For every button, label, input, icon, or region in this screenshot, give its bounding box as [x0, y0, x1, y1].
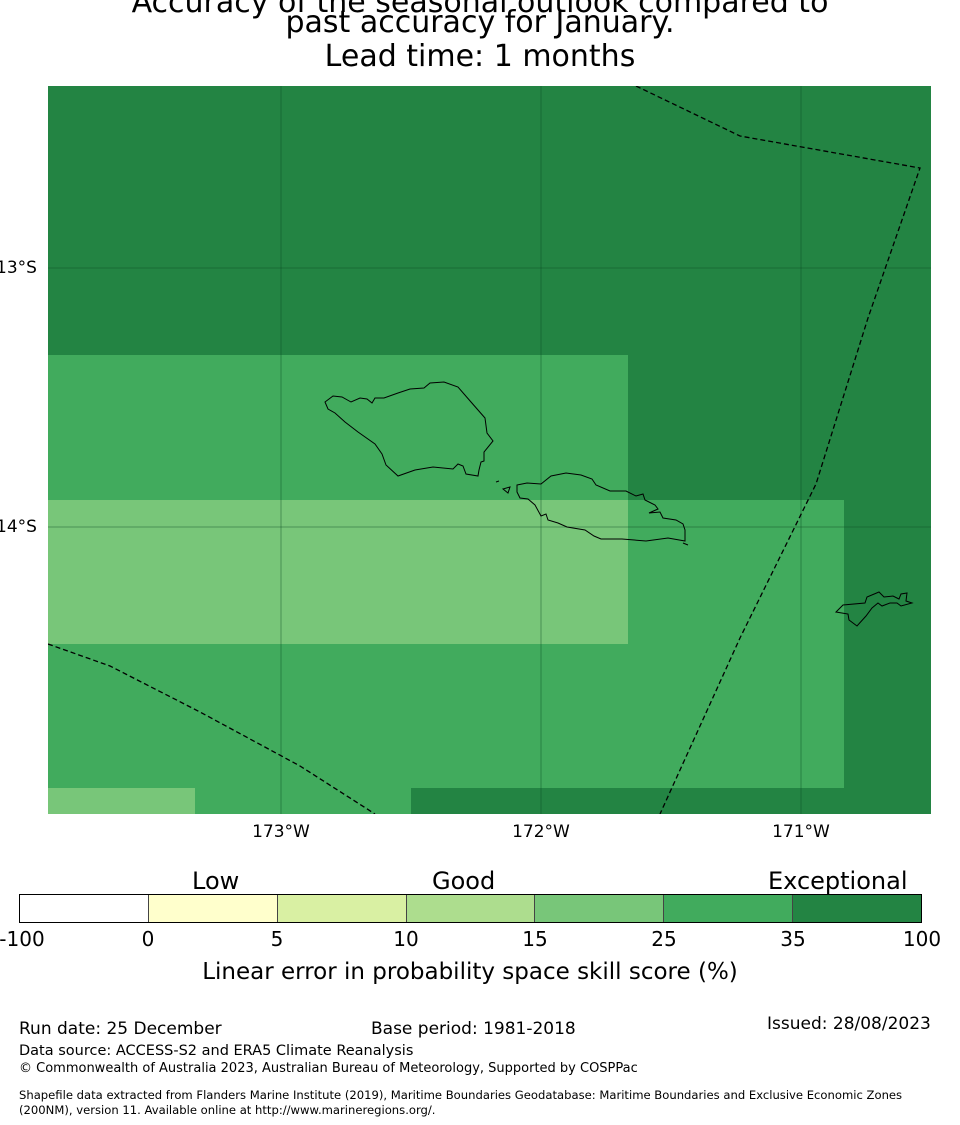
lon-label-171w: 171°W: [772, 822, 830, 842]
lon-label-173w: 173°W: [252, 822, 310, 842]
skill-cell-very-good-d: [195, 788, 411, 814]
colorbar: [19, 894, 922, 923]
skill-cell-very-good-a: [48, 355, 628, 500]
apolima-islet: [495, 480, 500, 483]
tutuila-island: [834, 591, 914, 627]
gridlines: [48, 86, 931, 814]
colorbar-tick: 35: [780, 927, 806, 951]
lat-label-13s: 13°S: [0, 258, 37, 278]
legend-category-good: Good: [432, 867, 496, 895]
colorbar-tick: 0: [141, 927, 155, 951]
manono-islet: [501, 486, 511, 494]
colorbar-title: Linear error in probability space skill …: [202, 959, 738, 985]
skill-map: [48, 86, 931, 814]
shapefile-credit-line-2: (200NM), version 11. Available online at…: [19, 1103, 436, 1117]
title-line-2: past accuracy for January.: [285, 5, 675, 40]
colorbar-segment-6: [793, 895, 922, 922]
issued-date: Issued: 28/08/2023: [767, 1014, 931, 1034]
colorbar-segment-1: [148, 895, 278, 922]
savaii-island: [324, 381, 494, 477]
upolu-tip: [682, 542, 689, 546]
colorbar-segment-4: [535, 895, 665, 922]
upolu-island: [516, 472, 686, 542]
colorbar-segment-2: [277, 895, 407, 922]
skill-cell-very-good-c: [48, 644, 628, 788]
colorbar-segment-3: [406, 895, 536, 922]
shapefile-credit-line-1: Shapefile data extracted from Flanders M…: [19, 1088, 903, 1102]
copyright: © Commonwealth of Australia 2023, Austra…: [19, 1061, 638, 1076]
colorbar-tick: -100: [0, 927, 45, 951]
colorbar-tick: 25: [651, 927, 677, 951]
base-period: Base period: 1981-2018: [371, 1019, 576, 1039]
colorbar-tick: 5: [270, 927, 284, 951]
colorbar-tick: 10: [393, 927, 419, 951]
lon-label-172w: 172°W: [512, 822, 570, 842]
colorbar-tick: 15: [522, 927, 548, 951]
data-source: Data source: ACCESS-S2 and ERA5 Climate …: [19, 1043, 414, 1059]
skill-cell-very-good-b: [628, 500, 844, 788]
run-date: Run date: 25 December: [19, 1019, 222, 1039]
title-line-3: Lead time: 1 months: [324, 39, 636, 74]
colorbar-segment-0: [20, 895, 149, 922]
coastlines: [324, 381, 914, 627]
lat-label-14s: 14°S: [0, 517, 37, 537]
skill-cell-good-b: [48, 788, 195, 814]
legend-category-exceptional: Exceptional: [768, 867, 908, 895]
colorbar-segment-5: [664, 895, 794, 922]
eez-boundary: [48, 86, 921, 814]
skill-cell-good-a: [48, 500, 628, 644]
legend-category-low: Low: [192, 867, 240, 895]
colorbar-tick: 100: [902, 927, 942, 951]
title-line-1: Accuracy of the seasonal outlook compare…: [131, 0, 829, 20]
